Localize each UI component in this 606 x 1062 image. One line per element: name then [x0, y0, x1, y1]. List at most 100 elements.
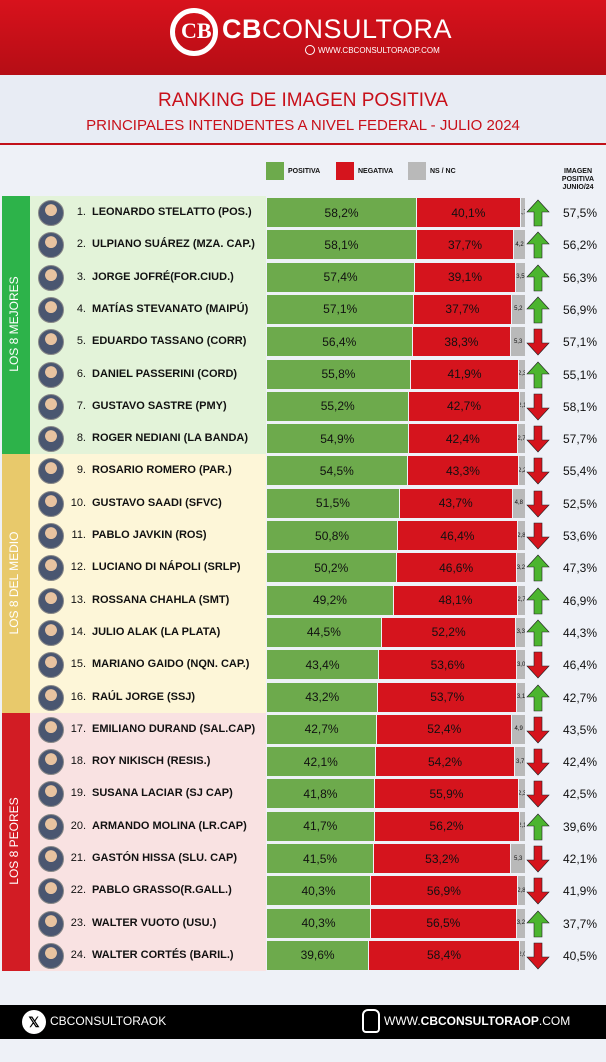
- previous-positive-value: 56,2%: [562, 238, 598, 253]
- rank-number: 8.: [76, 432, 86, 445]
- rank-number: 21.: [70, 852, 86, 864]
- bar-positiva: 40,3%: [267, 908, 370, 938]
- avatar: [38, 361, 64, 388]
- bar-negativa: 52,4%: [377, 714, 512, 744]
- category-label: PABLO GRASSO(R.GALL.): [92, 884, 232, 897]
- brand-bold: CB: [222, 14, 262, 44]
- rank-number: 1.: [76, 206, 86, 218]
- group-label-3: LOS 8 PEORES: [7, 797, 22, 885]
- rank-number: 3.: [76, 270, 86, 283]
- group-bar-1: [2, 196, 30, 455]
- previous-positive-value: 40,5%: [562, 948, 598, 963]
- bar-negativa: 53,2%: [374, 844, 511, 873]
- bar-nsnc: 3,5: [515, 262, 525, 292]
- bar-positiva: 42,1%: [267, 747, 375, 777]
- bar-positiva: 40,3%: [267, 876, 370, 906]
- arrow-down-icon: [526, 393, 550, 421]
- bar-negativa: 43,7%: [399, 488, 512, 518]
- rank-number: 20.: [70, 819, 86, 832]
- legend-swatch-nsnc: [408, 162, 426, 180]
- bar-negativa: 38,3%: [412, 327, 511, 357]
- arrow-down-icon: [526, 845, 550, 873]
- bar-positiva: 55,2%: [267, 391, 409, 421]
- brand-website[interactable]: WWW.CBCONSULTORAOP.COM: [318, 46, 440, 55]
- table-row: 6. DANIEL PASSERINI (CORD): [30, 359, 606, 391]
- table-row: 24. WALTER CORTÉS (BARIL.): [30, 940, 606, 972]
- bar-nsnc: 3,1: [517, 682, 525, 712]
- category-label: LUCIANO DI NÁPOLI (SRLP): [92, 561, 241, 574]
- footer-website[interactable]: WWW.CBCONSULTORAOP.COM: [384, 1014, 570, 1028]
- avatar: [38, 329, 64, 356]
- bar-negativa: 52,2%: [381, 617, 516, 647]
- previous-positive-value: 52,5%: [562, 496, 598, 511]
- bar-negativa: 41,9%: [410, 359, 519, 389]
- bar-negativa: 56,2%: [374, 811, 519, 841]
- previous-positive-value: 41,9%: [562, 884, 598, 899]
- bar-nsnc: 2,7: [518, 424, 525, 454]
- rank-number: 18.: [70, 755, 86, 768]
- avatar: [38, 619, 64, 646]
- previous-positive-value: 57,5%: [562, 206, 598, 220]
- previous-positive-value: 42,5%: [562, 787, 598, 802]
- table-row: 4. MATÍAS STEVANATO (MAIPÚ): [30, 294, 606, 326]
- avatar: [38, 296, 64, 323]
- previous-positive-value: 58,1%: [562, 399, 598, 414]
- category-label: SUSANA LACIAR (SJ CAP): [92, 787, 233, 800]
- previous-positive-value: 56,9%: [562, 302, 598, 317]
- avatar: [38, 426, 64, 453]
- bar-nsnc: 3,3: [516, 617, 525, 647]
- bar-positiva: 44,5%: [267, 617, 381, 647]
- bar-positiva: 50,8%: [267, 521, 398, 550]
- rank-number: 23.: [70, 916, 86, 929]
- legend-label-negativa: NEGATIVA: [358, 167, 394, 175]
- category-label: ROSARIO ROMERO (PAR.): [92, 464, 232, 477]
- social-handle[interactable]: CBCONSULTORAOK: [50, 1014, 167, 1028]
- bar-nsnc: 4,9: [512, 714, 525, 744]
- bar-negativa: 46,6%: [396, 553, 516, 583]
- table-row: 16. RAÚL JORGE (SSJ): [30, 682, 606, 714]
- previous-header-line-2: POSITIVA: [561, 176, 595, 183]
- group-bar-2: [2, 454, 30, 713]
- avatar: [38, 393, 64, 420]
- bar-negativa: 42,4%: [408, 424, 518, 454]
- bar-negativa: 56,9%: [370, 876, 517, 906]
- previous-header-line-1: IMAGEN: [564, 168, 592, 175]
- previous-image-header: IMAGEN POSITIVA JUNIO/24: [552, 168, 604, 192]
- category-label: ROSSANA CHAHLA (SMT): [92, 593, 230, 606]
- bar-nsnc: 3,7: [515, 747, 525, 777]
- bar-positiva: 58,1%: [267, 230, 416, 260]
- bar-nsnc: 4,8: [512, 488, 525, 518]
- category-label: GASTÓN HISSA (SLU. CAP): [92, 852, 238, 864]
- group-background-1: [30, 196, 266, 455]
- bar-positiva: 41,7%: [267, 811, 374, 841]
- category-label: MATÍAS STEVANATO (MAIPÚ): [92, 302, 249, 315]
- rank-number: 15.: [70, 658, 86, 671]
- brand-logo-icon: CB: [170, 8, 218, 56]
- legend-label-nsnc: NS / NC: [430, 167, 456, 175]
- previous-positive-value: 47,3%: [562, 561, 598, 576]
- avatar: [38, 232, 64, 259]
- x-social-icon[interactable]: 𝕏: [22, 1010, 46, 1034]
- rank-number: 9.: [76, 464, 86, 477]
- bar-negativa: 37,7%: [414, 294, 511, 324]
- avatar: [38, 458, 64, 485]
- avatar: [38, 200, 64, 226]
- table-row: 12. LUCIANO DI NÁPOLI (SRLP): [30, 552, 606, 584]
- arrow-up-icon: [526, 231, 550, 259]
- table-row: 11. PABLO JAVKIN (ROS): [30, 520, 606, 552]
- category-label: LEONARDO STELATTO (POS.): [92, 206, 252, 218]
- previous-positive-value: 46,4%: [562, 658, 598, 673]
- bar-nsnc: 2,0: [519, 940, 525, 970]
- bar-negativa: 43,3%: [407, 456, 519, 486]
- bar-nsnc: 3,2: [516, 908, 525, 938]
- bar-negativa: 39,1%: [415, 262, 515, 292]
- legend-nsnc: NS / NC: [408, 162, 456, 180]
- arrow-down-icon: [526, 425, 550, 453]
- group-bar-3: [2, 712, 30, 972]
- bar-negativa: 58,4%: [369, 940, 519, 970]
- rank-number: 7.: [76, 399, 86, 412]
- brand-name: CBCONSULTORA: [222, 14, 452, 45]
- arrow-up-icon: [526, 587, 550, 614]
- arrow-up-icon: [526, 264, 550, 291]
- rank-number: 12.: [70, 561, 86, 574]
